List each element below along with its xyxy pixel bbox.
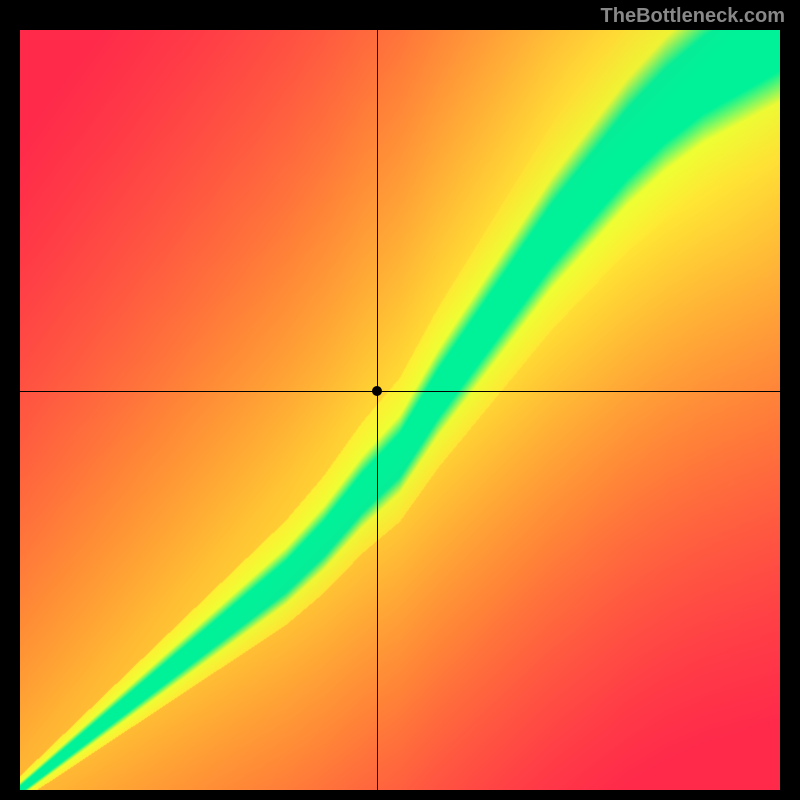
crosshair-vertical xyxy=(377,30,378,790)
bottleneck-chart xyxy=(20,30,780,790)
heatmap-canvas xyxy=(20,30,780,790)
watermark-text: TheBottleneck.com xyxy=(601,5,785,28)
marker-dot xyxy=(372,386,382,396)
crosshair-horizontal xyxy=(20,391,780,392)
